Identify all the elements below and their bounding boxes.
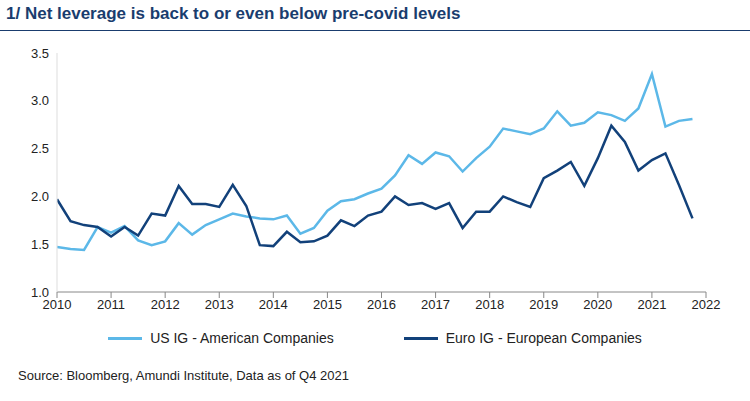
svg-text:2021: 2021 xyxy=(637,297,666,312)
svg-text:2.5: 2.5 xyxy=(31,141,49,156)
svg-text:2015: 2015 xyxy=(313,297,342,312)
svg-text:2010: 2010 xyxy=(42,297,72,313)
svg-text:1.5: 1.5 xyxy=(31,237,49,252)
svg-text:2.0: 2.0 xyxy=(31,189,49,204)
svg-text:2014: 2014 xyxy=(259,297,288,312)
svg-text:2020: 2020 xyxy=(583,297,612,312)
html-text:1/ Net leverage is back to or: 1/ Net leverage is back to or even below… xyxy=(6,4,461,23)
svg-text:3.0: 3.0 xyxy=(31,93,49,108)
svg-text:2022: 2022 xyxy=(692,297,721,312)
svg-text:2012: 2012 xyxy=(151,297,180,312)
svg-text:2017: 2017 xyxy=(421,297,450,312)
svg-text:3.5: 3.5 xyxy=(31,46,49,61)
svg-text:2013: 2013 xyxy=(205,297,234,312)
svg-text:1.0: 1.0 xyxy=(31,285,49,300)
svg-text:2016: 2016 xyxy=(367,297,396,312)
html-text:Euro IG - European Companies: Euro IG - European Companies xyxy=(445,330,642,346)
html-text:US IG - American Companies: US IG - American Companies xyxy=(150,330,334,346)
svg-text:2011: 2011 xyxy=(97,297,125,312)
html-text:Source: Bloomberg, Amundi Inst: Source: Bloomberg, Amundi Institute, Dat… xyxy=(18,368,349,383)
svg-text:2018: 2018 xyxy=(475,297,504,312)
svg-text:2019: 2019 xyxy=(529,297,558,312)
